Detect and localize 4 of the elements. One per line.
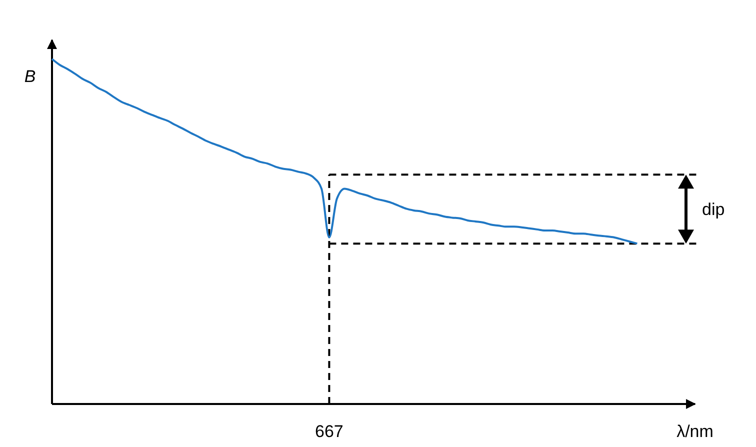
y-axis-title: B — [24, 67, 36, 86]
x-axis-title: λ/nm — [676, 422, 714, 441]
text: 667 — [315, 422, 344, 441]
text: dip — [702, 200, 725, 220]
